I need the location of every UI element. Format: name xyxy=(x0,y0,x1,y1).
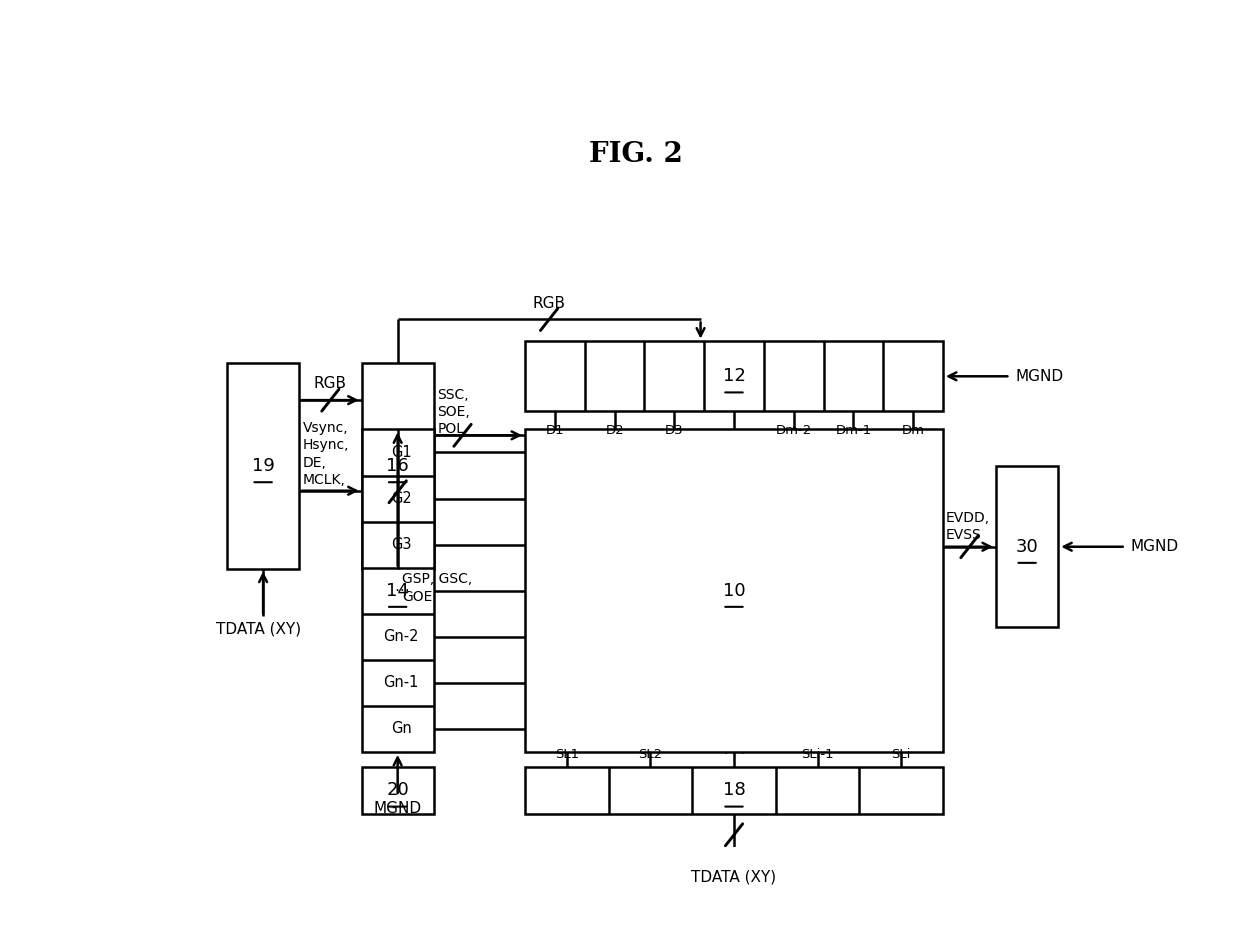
Text: RGB: RGB xyxy=(314,376,347,390)
Bar xyxy=(996,466,1058,627)
Text: · · ·: · · · xyxy=(724,747,744,761)
Text: 19: 19 xyxy=(252,457,274,475)
Bar xyxy=(362,364,434,568)
Text: SLi: SLi xyxy=(892,747,911,761)
Bar xyxy=(525,429,942,752)
Text: D2: D2 xyxy=(605,425,624,437)
Text: Dm-1: Dm-1 xyxy=(836,425,872,437)
Text: Vsync,
Hsync,
DE,
MCLK,: Vsync, Hsync, DE, MCLK, xyxy=(303,421,350,487)
Text: RGB: RGB xyxy=(533,296,565,310)
Text: Gn-2: Gn-2 xyxy=(383,629,419,645)
Bar xyxy=(525,342,942,411)
Text: MGND: MGND xyxy=(1131,539,1178,554)
Text: TDATA (XY): TDATA (XY) xyxy=(216,622,301,637)
Text: MGND: MGND xyxy=(1016,368,1063,384)
Bar xyxy=(525,766,942,814)
Bar xyxy=(362,766,434,814)
Text: SL1: SL1 xyxy=(554,747,579,761)
Text: EVDD,
EVSS: EVDD, EVSS xyxy=(946,511,990,543)
Bar xyxy=(362,429,434,752)
Text: D1: D1 xyxy=(546,425,564,437)
Text: G1: G1 xyxy=(391,445,412,460)
Text: TDATA (XY): TDATA (XY) xyxy=(692,869,776,884)
Text: FIG. 2: FIG. 2 xyxy=(589,141,682,169)
Bar xyxy=(227,364,299,568)
Text: GSP, GSC,
GOE: GSP, GSC, GOE xyxy=(403,572,472,604)
Text: Dm-2: Dm-2 xyxy=(775,425,812,437)
Text: ⋯: ⋯ xyxy=(394,584,408,598)
Text: MGND: MGND xyxy=(373,801,422,816)
Text: SSC,
SOE,
POL: SSC, SOE, POL xyxy=(438,387,470,436)
Text: 18: 18 xyxy=(723,782,745,800)
Text: G2: G2 xyxy=(391,491,412,506)
Text: 16: 16 xyxy=(387,457,409,475)
Text: Gn: Gn xyxy=(391,722,412,737)
Text: Gn-1: Gn-1 xyxy=(383,675,419,690)
Text: SLi-1: SLi-1 xyxy=(801,747,835,761)
Text: D3: D3 xyxy=(665,425,683,437)
Text: 12: 12 xyxy=(723,367,745,386)
Text: 20: 20 xyxy=(387,782,409,800)
Text: SL2: SL2 xyxy=(639,747,662,761)
Text: 10: 10 xyxy=(723,582,745,600)
Text: G3: G3 xyxy=(391,537,412,552)
Text: Dm: Dm xyxy=(901,425,925,437)
Text: · · ·: · · · xyxy=(724,425,744,437)
Text: 30: 30 xyxy=(1016,538,1038,556)
Text: 14: 14 xyxy=(386,582,409,600)
